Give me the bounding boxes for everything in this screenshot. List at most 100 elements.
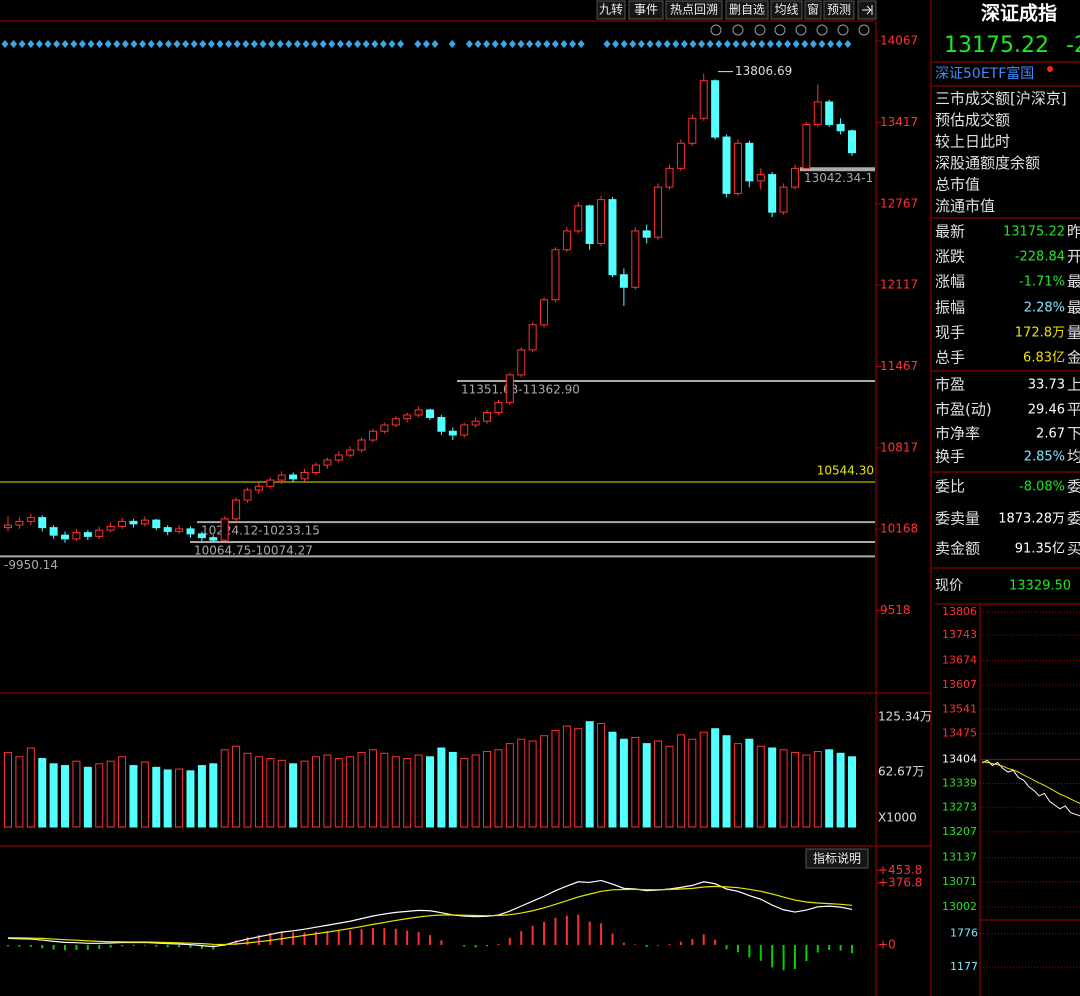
quote-label: 涨跌: [935, 248, 965, 266]
y-tick-label: 13607: [942, 678, 977, 691]
candle-body: [140, 519, 149, 525]
candle-body: [505, 374, 514, 403]
volume-bar: [676, 734, 685, 828]
signal-marker: [53, 40, 61, 48]
candle-body: [585, 205, 594, 244]
toolbar-button[interactable]: [770, 0, 803, 20]
signal-marker: [491, 40, 499, 48]
y-tick-label: 13404: [942, 753, 977, 766]
volume-bar: [779, 749, 788, 828]
macd-dea-line: [7, 885, 853, 946]
volume-bar: [483, 751, 492, 828]
signal-marker: [207, 40, 215, 48]
volume-bar: [175, 768, 184, 828]
toolbar-button[interactable]: [823, 0, 855, 20]
volume-bar: [403, 758, 412, 828]
signal-marker: [130, 40, 138, 48]
volume-bar: [517, 738, 526, 828]
candle-body: [654, 186, 663, 238]
toolbar-button[interactable]: [725, 0, 769, 20]
candle-body: [118, 520, 127, 527]
quote-label: 涨幅: [935, 273, 965, 291]
volume-bar: [357, 751, 366, 828]
volume-bar: [346, 756, 355, 828]
quote-value: 2.85%: [1024, 450, 1065, 465]
candle-body: [802, 124, 811, 169]
signal-marker: [715, 40, 723, 48]
toolbar-button[interactable]: [596, 0, 626, 20]
volume-bar: [699, 731, 708, 828]
info-label: 总市值: [935, 176, 980, 194]
quote-tail: 下: [1067, 425, 1080, 443]
signal-marker: [655, 40, 663, 48]
volume-bar: [688, 738, 697, 828]
candle-body: [711, 80, 720, 138]
fund-link[interactable]: 深证50ETF富国: [935, 65, 1034, 82]
toolbar-button[interactable]: [628, 0, 664, 20]
quote-label: 总手: [935, 349, 965, 367]
y-tick-label: 12117: [880, 278, 918, 292]
volume-bar: [4, 751, 12, 828]
signal-marker: [190, 40, 198, 48]
quote-value: -1.71%: [1019, 275, 1065, 290]
signal-marker: [311, 40, 319, 48]
signal-marker: [792, 40, 800, 48]
toolbar-label[interactable]: 九转: [599, 2, 623, 17]
indicator-button[interactable]: [805, 848, 869, 869]
quote-tail: 委: [1067, 478, 1080, 496]
volume-bar: [631, 736, 640, 828]
volume-bar: [83, 766, 92, 828]
toolbar-button[interactable]: [804, 0, 822, 20]
signal-marker: [10, 40, 18, 48]
indicator-button-label[interactable]: 指标说明: [813, 851, 861, 866]
candle-body: [825, 101, 834, 126]
candle-body: [209, 537, 218, 541]
toolbar-label[interactable]: 均线: [774, 3, 798, 17]
signal-marker: [44, 40, 52, 48]
signal-marker: [233, 40, 241, 48]
volume-bar: [505, 743, 514, 828]
signal-marker: [835, 40, 843, 48]
info-label: 深股通额度余额: [935, 154, 1040, 172]
toolbar-label[interactable]: 预测: [827, 3, 851, 17]
y-tick-label: 12767: [880, 196, 918, 210]
volume-bar: [243, 752, 252, 828]
signal-marker: [500, 40, 508, 48]
volume-bar: [209, 763, 218, 828]
candle-body: [597, 199, 606, 244]
quote-label: 市净率: [935, 425, 980, 443]
candle-body: [106, 525, 115, 531]
signal-marker: [637, 40, 645, 48]
candle-body: [528, 324, 537, 351]
candle-body: [346, 449, 355, 456]
y-tick-label: 13273: [942, 801, 977, 814]
volume-bar: [654, 740, 663, 828]
toolbar-label[interactable]: 事件: [634, 3, 658, 17]
signal-marker: [784, 40, 792, 48]
annotation-label: 13806.69: [735, 64, 792, 78]
candle-body: [38, 517, 47, 529]
y-tick-label: 13339: [942, 776, 977, 789]
signal-marker: [173, 40, 181, 48]
volume-bar: [220, 749, 229, 828]
y2-tick-label: 1177: [950, 960, 978, 973]
quote-value: 91.35亿: [1015, 542, 1065, 557]
candle-body: [220, 518, 229, 541]
toolbar-label[interactable]: 删自选: [729, 3, 765, 17]
candle-body: [152, 519, 161, 529]
signal-marker: [18, 40, 26, 48]
volume-bar: [471, 754, 480, 828]
signal-marker: [801, 40, 809, 48]
toolbar-label[interactable]: 热点回溯: [670, 2, 718, 17]
toolbar-button[interactable]: [665, 0, 723, 20]
volume-bar: [118, 756, 127, 828]
candle-body: [426, 409, 434, 418]
candle-body: [4, 524, 12, 529]
toolbar-label[interactable]: 窗: [807, 3, 819, 17]
signal-marker: [285, 40, 293, 48]
candle-body: [437, 416, 446, 432]
signal-marker: [414, 40, 422, 48]
signal-marker: [1, 40, 9, 48]
candle-body: [790, 167, 799, 188]
